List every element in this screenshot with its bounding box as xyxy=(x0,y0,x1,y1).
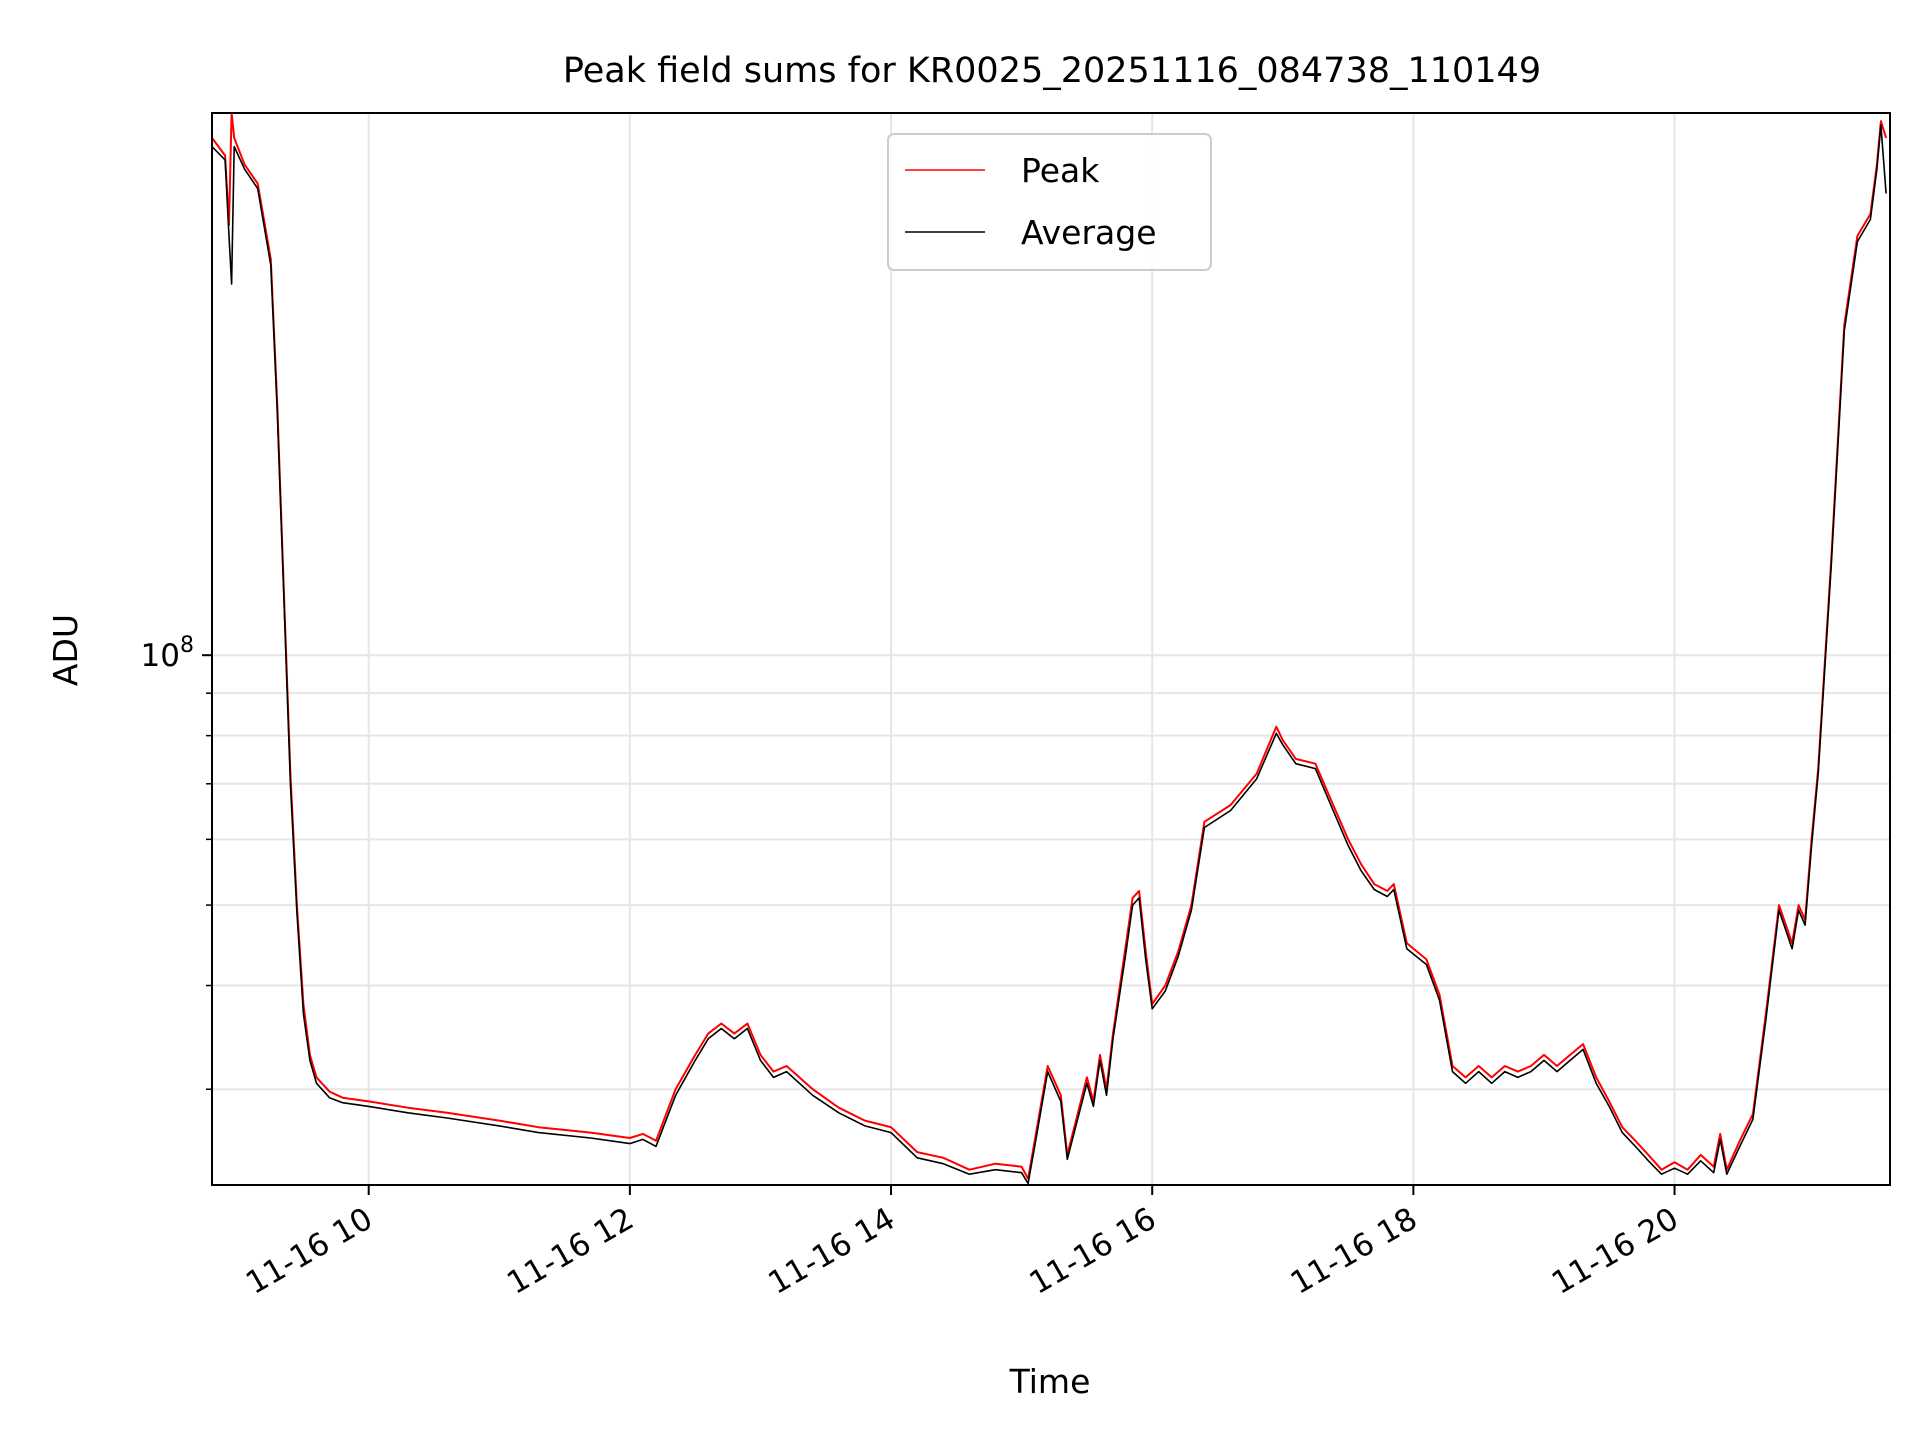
x-axis-label: Time xyxy=(1009,1362,1091,1401)
y-axis: 108 xyxy=(141,633,212,1090)
y-tick-label: 108 xyxy=(141,633,194,674)
legend: Peak Average xyxy=(887,133,1212,271)
grid xyxy=(212,113,1890,1185)
chart-title: Peak field sums for KR0025_20251116_0847… xyxy=(563,51,1541,91)
plot-frame xyxy=(211,112,1891,1186)
y-axis-label: ADU xyxy=(46,614,85,686)
legend-box xyxy=(887,133,1212,271)
series-line-average xyxy=(211,124,1887,1185)
series-layer xyxy=(211,112,1888,1185)
legend-label-peak: Peak xyxy=(1021,151,1100,190)
legend-label-average: Average xyxy=(1021,213,1157,252)
